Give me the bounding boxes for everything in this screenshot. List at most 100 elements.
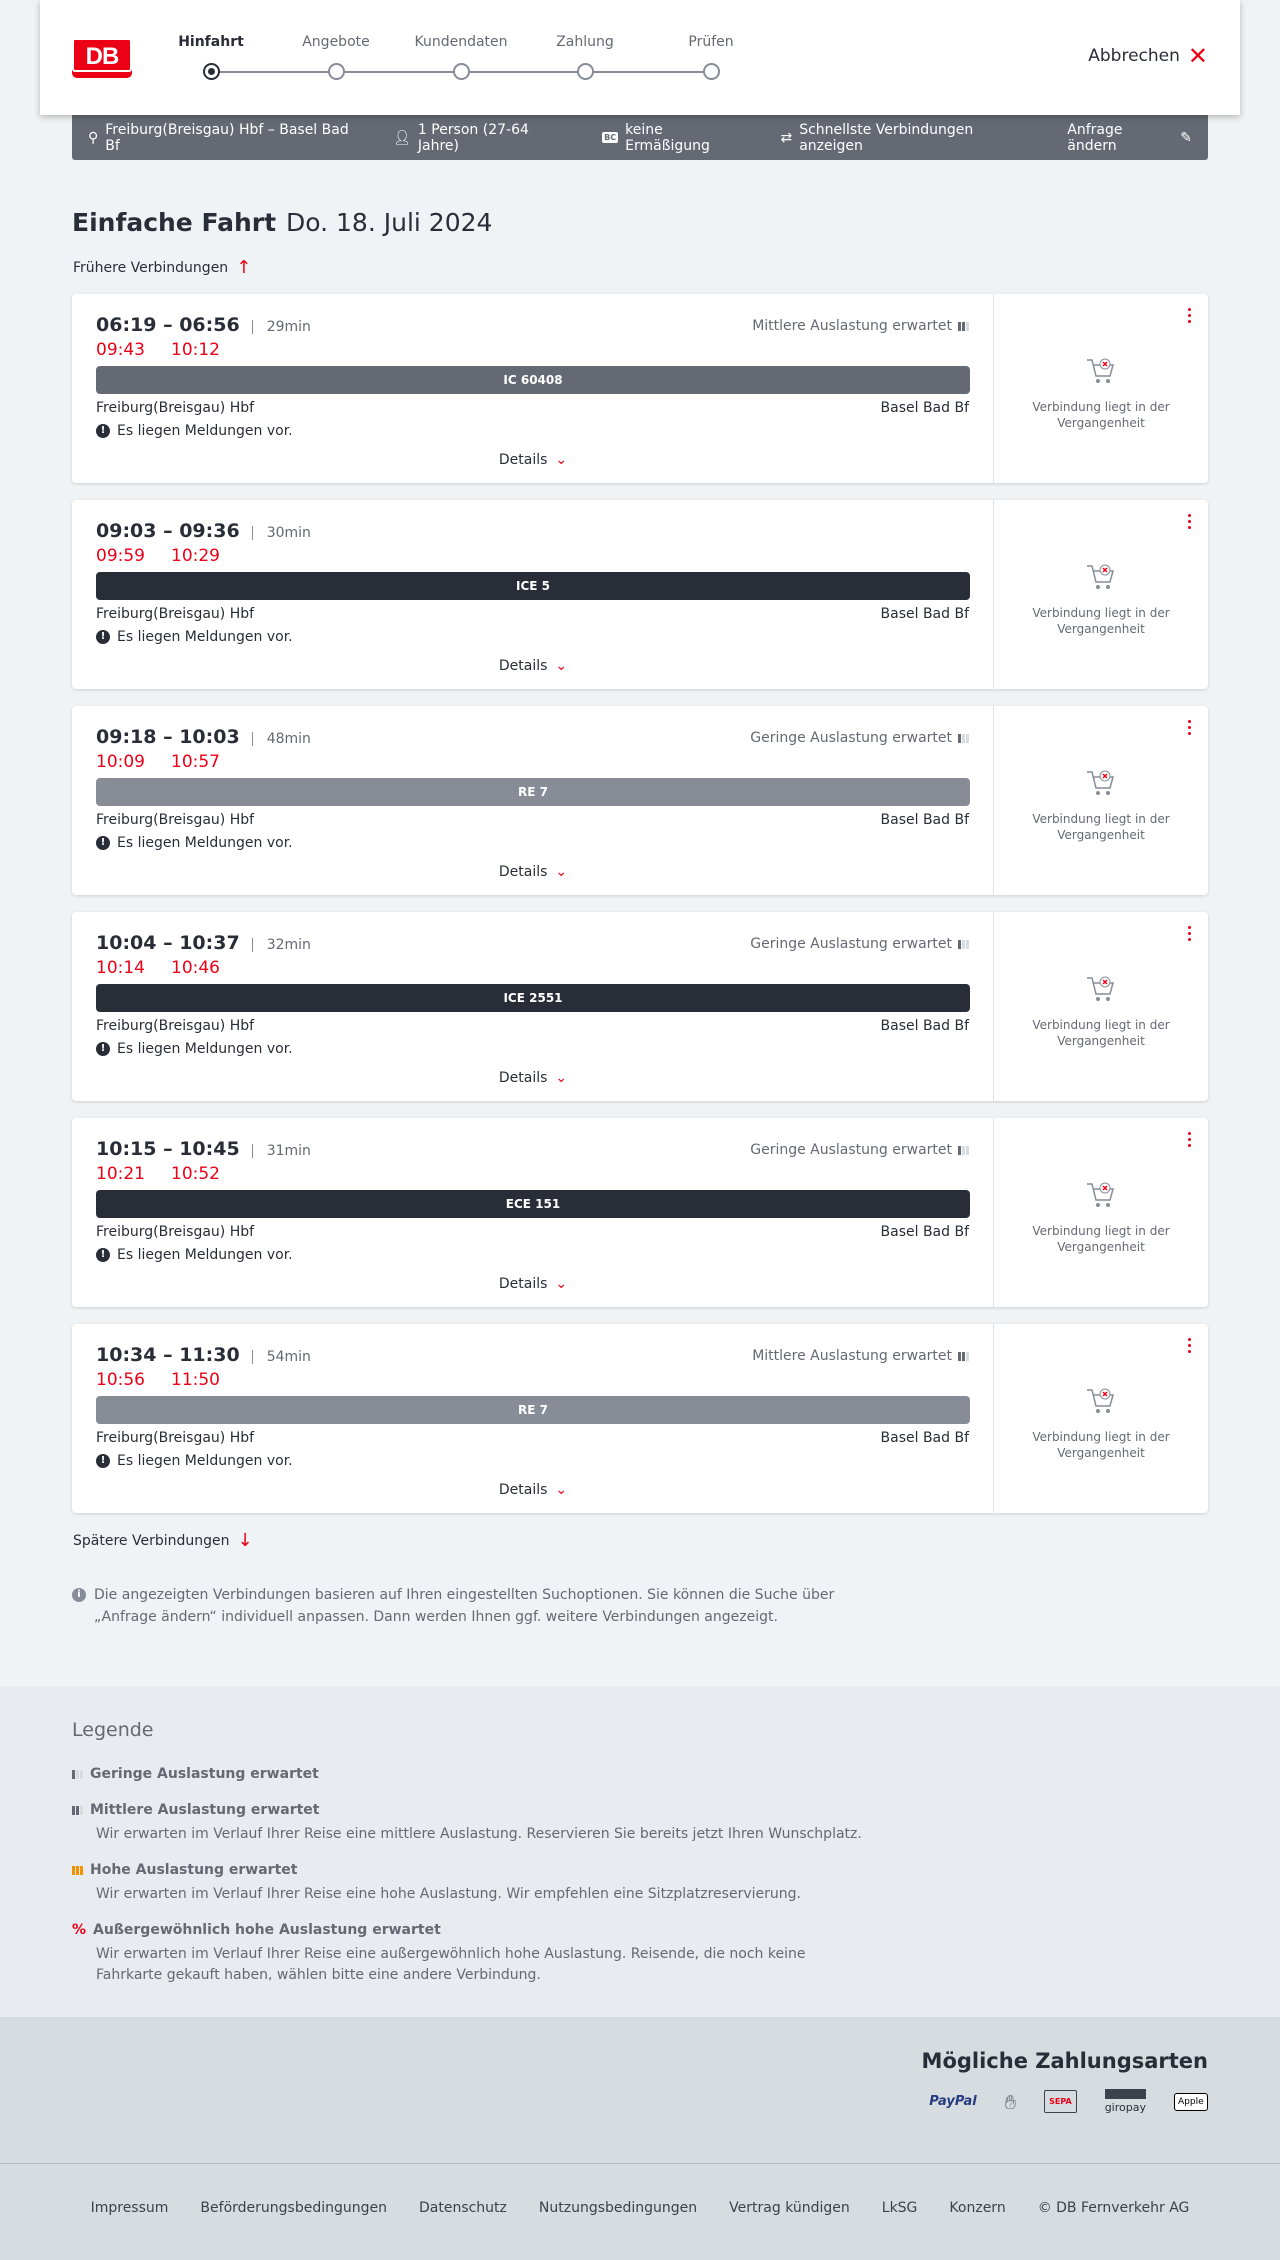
connection-card[interactable]: 10:04 – 10:37 32min Geringe Auslastung er… bbox=[72, 912, 1208, 1101]
location-pin-icon: ⚲ bbox=[88, 129, 99, 146]
messages-notice: ! Es liegen Meldungen vor. bbox=[96, 423, 293, 439]
footer-link[interactable]: Beförderungsbedingungen bbox=[200, 2200, 387, 2216]
exclamation-icon: ! bbox=[96, 1042, 110, 1056]
past-connection-status: Verbindung liegt in der Vergangenheit bbox=[1032, 812, 1170, 842]
earlier-connections-link[interactable]: Frühere Verbindungen ↑ bbox=[73, 257, 252, 278]
realtime: 09:43 10:12 bbox=[96, 340, 220, 360]
realtime-arrival: 10:46 bbox=[171, 958, 220, 978]
more-options-icon[interactable] bbox=[1188, 308, 1192, 326]
realtime: 10:21 10:52 bbox=[96, 1164, 220, 1184]
occupancy-indicator: Mittlere Auslastung erwartet bbox=[752, 1348, 969, 1364]
cancel-button[interactable]: Abbrechen ✕ bbox=[1088, 42, 1208, 70]
realtime-departure: 10:21 bbox=[96, 1164, 145, 1184]
header: DB Hinfahrt Angebote Kundendaten Zahlung… bbox=[40, 0, 1240, 115]
realtime-departure: 10:09 bbox=[96, 752, 145, 772]
footer-link[interactable]: Impressum bbox=[90, 2200, 169, 2216]
footer-divider bbox=[0, 2163, 1280, 2164]
change-query-button[interactable]: Anfrage ändern ✎ bbox=[1067, 121, 1192, 154]
cart-unavailable-icon bbox=[1087, 770, 1114, 795]
connection-card[interactable]: 09:18 – 10:03 48min Geringe Auslastung er… bbox=[72, 706, 1208, 895]
destination-station: Basel Bad Bf bbox=[880, 812, 969, 828]
realtime-arrival: 10:52 bbox=[171, 1164, 220, 1184]
destination-station: Basel Bad Bf bbox=[880, 1018, 969, 1034]
step-zahlung: Zahlung bbox=[556, 34, 614, 50]
db-logo[interactable]: DB bbox=[72, 38, 132, 78]
connection-card[interactable]: 09:03 – 09:36 30min 09:59 10:29 ICE 5 Frei… bbox=[72, 500, 1208, 689]
more-options-icon[interactable] bbox=[1188, 1132, 1192, 1150]
occupancy-low-icon bbox=[72, 1769, 83, 1779]
messages-notice: ! Es liegen Meldungen vor. bbox=[96, 1453, 293, 1469]
more-options-icon[interactable] bbox=[1188, 720, 1192, 738]
details-toggle[interactable]: Details ⌄ bbox=[498, 1070, 568, 1086]
occupancy-exceptional-icon: % bbox=[72, 1922, 87, 1938]
duration: 54min bbox=[251, 1350, 311, 1364]
footer-link[interactable]: Vertrag kündigen bbox=[729, 2200, 850, 2216]
messages-notice: ! Es liegen Meldungen vor. bbox=[96, 629, 293, 645]
destination-station: Basel Bad Bf bbox=[880, 606, 969, 622]
train-bar: ICE 5 bbox=[96, 572, 970, 600]
connection-card[interactable]: 06:19 – 06:56 29min Mittlere Auslastung e… bbox=[72, 294, 1208, 483]
chevron-down-icon: ⌄ bbox=[555, 864, 568, 880]
details-toggle[interactable]: Details ⌄ bbox=[498, 1276, 568, 1292]
origin-station: Freiburg(Breisgau) Hbf bbox=[96, 1224, 255, 1240]
footer-link[interactable]: LkSG bbox=[881, 2200, 918, 2216]
discount-label: keine Ermäßigung bbox=[625, 121, 710, 154]
origin-station: Freiburg(Breisgau) Hbf bbox=[96, 400, 255, 416]
duration: 29min bbox=[251, 320, 311, 334]
occupancy-medium-icon bbox=[72, 1805, 83, 1815]
occupancy-icon bbox=[958, 1351, 969, 1361]
credit-card-icon: ✋︎ bbox=[1004, 2089, 1017, 2114]
origin-station: Freiburg(Breisgau) Hbf bbox=[96, 1018, 255, 1034]
legend-item-high: Hohe Auslastung erwartet Wir erwarten im … bbox=[72, 1862, 872, 1905]
step-kundendaten: Kundendaten bbox=[414, 34, 508, 50]
chevron-down-icon: ⌄ bbox=[555, 1276, 568, 1292]
origin-station: Freiburg(Breisgau) Hbf bbox=[96, 812, 255, 828]
chevron-down-icon: ⌄ bbox=[555, 1482, 568, 1498]
cart-unavailable-icon bbox=[1087, 564, 1114, 589]
step-hinfahrt: Hinfahrt bbox=[178, 34, 244, 50]
close-icon: ✕ bbox=[1187, 42, 1208, 70]
realtime-departure: 09:43 bbox=[96, 340, 145, 360]
realtime-arrival: 11:50 bbox=[171, 1370, 220, 1390]
arrow-up-icon: ↑ bbox=[236, 257, 252, 278]
realtime: 10:56 11:50 bbox=[96, 1370, 220, 1390]
exclamation-icon: ! bbox=[96, 1248, 110, 1262]
route-label: Freiburg(Breisgau) Hbf – Basel Bad Bf bbox=[105, 121, 349, 154]
connection-card[interactable]: 10:15 – 10:45 31min Geringe Auslastung er… bbox=[72, 1118, 1208, 1307]
duration: 48min bbox=[251, 732, 311, 746]
footer-link[interactable]: Datenschutz bbox=[418, 2200, 507, 2216]
exclamation-icon: ! bbox=[96, 424, 110, 438]
duration: 32min bbox=[251, 938, 311, 952]
step-dot-active bbox=[203, 63, 220, 80]
more-options-icon[interactable] bbox=[1188, 514, 1192, 532]
giropay-logo: giropay bbox=[1104, 2089, 1146, 2114]
arrow-down-icon: ↓ bbox=[237, 1530, 253, 1551]
train-bar: RE 7 bbox=[96, 778, 970, 806]
chevron-down-icon: ⌄ bbox=[555, 1070, 568, 1086]
realtime: 09:59 10:29 bbox=[96, 546, 220, 566]
messages-notice: ! Es liegen Meldungen vor. bbox=[96, 1247, 293, 1263]
scheduled-time: 10:04 – 10:37 32min bbox=[96, 932, 311, 954]
swap-icon: ⇄ bbox=[780, 129, 793, 146]
realtime-departure: 10:14 bbox=[96, 958, 145, 978]
origin-station: Freiburg(Breisgau) Hbf bbox=[96, 1430, 255, 1446]
more-options-icon[interactable] bbox=[1188, 1338, 1192, 1356]
footer-link[interactable]: Nutzungsbedingungen bbox=[538, 2200, 698, 2216]
info-note: i Die angezeigten Verbindungen basieren a… bbox=[72, 1584, 872, 1628]
exclamation-icon: ! bbox=[96, 836, 110, 850]
realtime-departure: 09:59 bbox=[96, 546, 145, 566]
pencil-icon: ✎ bbox=[1180, 129, 1192, 146]
details-toggle[interactable]: Details ⌄ bbox=[498, 452, 568, 468]
step-dot bbox=[328, 63, 345, 80]
more-options-icon[interactable] bbox=[1188, 926, 1192, 944]
legend-item-low: Geringe Auslastung erwartet bbox=[72, 1766, 872, 1782]
later-connections-link[interactable]: Spätere Verbindungen ↓ bbox=[73, 1530, 253, 1551]
sepa-icon: SEPA bbox=[1044, 2090, 1077, 2113]
footer-link: © DB Fernverkehr AG bbox=[1037, 2200, 1190, 2216]
details-toggle[interactable]: Details ⌄ bbox=[498, 1482, 568, 1498]
details-toggle[interactable]: Details ⌄ bbox=[498, 864, 568, 880]
train-bar: ICE 2551 bbox=[96, 984, 970, 1012]
details-toggle[interactable]: Details ⌄ bbox=[498, 658, 568, 674]
footer-link[interactable]: Konzern bbox=[949, 2200, 1006, 2216]
connection-card[interactable]: 10:34 – 11:30 54min Mittlere Auslastung e… bbox=[72, 1324, 1208, 1513]
